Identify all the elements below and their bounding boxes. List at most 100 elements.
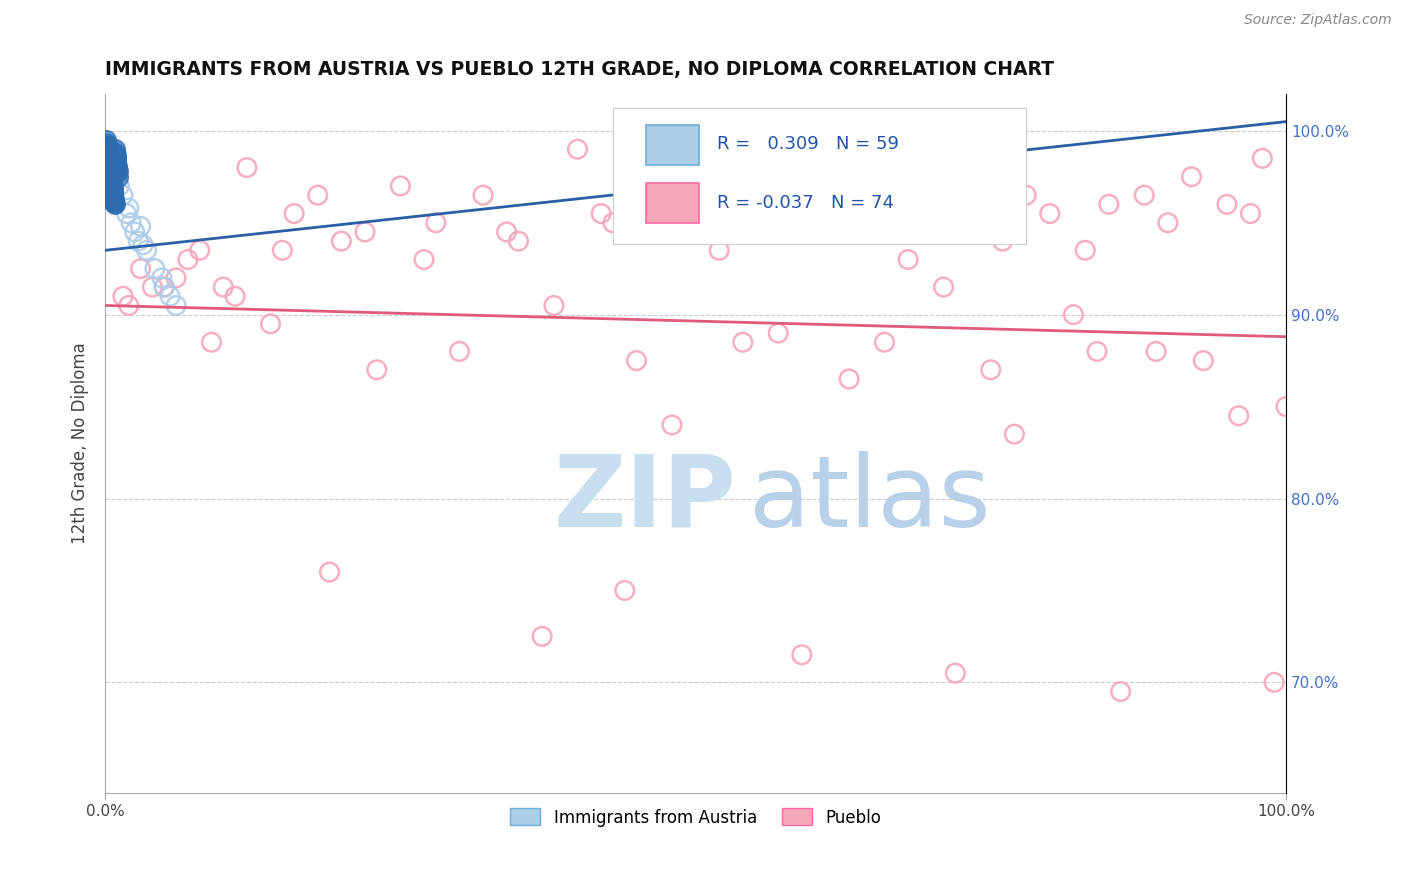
Point [354,225,377,239]
Point [165,298,187,312]
Point [508,234,530,248]
Point [873,335,896,350]
Point [103,188,125,202]
Point [495,225,517,239]
Point [543,298,565,312]
Point [115,206,138,220]
Point [97,142,120,156]
FancyBboxPatch shape [645,183,699,223]
Point [425,216,447,230]
Y-axis label: 12th Grade, No Diploma: 12th Grade, No Diploma [72,343,89,544]
Point [200,335,222,350]
Point [685,225,707,239]
Point [103,195,125,210]
Point [150,271,173,285]
Point [943,666,966,681]
Text: Source: ZipAtlas.com: Source: ZipAtlas.com [1244,13,1392,28]
Point [127,234,149,248]
Point [118,298,141,312]
Point [1062,308,1084,322]
Point [661,417,683,432]
Point [779,197,801,211]
FancyBboxPatch shape [613,108,1026,244]
Point [105,162,128,177]
Point [98,155,121,169]
Point [1098,197,1121,211]
Point [97,150,120,164]
Point [224,289,246,303]
Point [803,225,825,239]
Point [1002,427,1025,442]
Text: R = -0.037   N = 74: R = -0.037 N = 74 [717,194,894,212]
Point [768,326,790,340]
Point [104,197,127,211]
Point [105,159,128,173]
Point [96,133,118,147]
Point [100,173,122,187]
Point [111,188,134,202]
Point [744,206,766,220]
Point [104,147,127,161]
Point [97,152,120,166]
Point [177,252,200,267]
Text: IMMIGRANTS FROM AUSTRIA VS PUEBLO 12TH GRADE, NO DIPLOMA CORRELATION CHART: IMMIGRANTS FROM AUSTRIA VS PUEBLO 12TH G… [105,60,1054,78]
Point [271,244,294,258]
Point [1074,244,1097,258]
Point [1039,206,1062,220]
Point [1180,169,1202,184]
Point [709,244,731,258]
Point [107,164,129,178]
Point [1109,684,1132,698]
Point [105,153,128,168]
Point [613,583,636,598]
Point [100,175,122,189]
Point [132,237,155,252]
Point [1144,344,1167,359]
Text: atlas: atlas [749,450,990,548]
Point [143,261,166,276]
Point [104,145,127,160]
Point [188,244,211,258]
Point [98,157,121,171]
Point [661,152,683,166]
Point [472,188,495,202]
Point [159,289,181,303]
Point [153,280,176,294]
Point [449,344,471,359]
Point [101,177,124,191]
Point [212,280,235,294]
Point [283,206,305,220]
Point [98,159,121,173]
Point [980,363,1002,377]
Legend: Immigrants from Austria, Pueblo: Immigrants from Austria, Pueblo [503,802,887,833]
Point [104,152,127,166]
Point [100,164,122,178]
Point [111,289,134,303]
Point [1263,675,1285,690]
Point [1133,188,1156,202]
Point [790,648,813,662]
Point [827,197,849,211]
Point [1275,400,1298,414]
Point [318,565,340,579]
Point [389,178,412,193]
Point [1157,216,1180,230]
Point [956,216,979,230]
Point [602,216,624,230]
Point [96,138,118,153]
Point [101,178,124,193]
Point [98,161,121,175]
Point [120,216,142,230]
Point [165,271,187,285]
Point [118,201,141,215]
Point [129,219,152,234]
Point [567,142,589,156]
Point [1216,197,1239,211]
Point [1227,409,1250,423]
Point [1015,188,1038,202]
Point [97,145,120,160]
Text: R =   0.309   N = 59: R = 0.309 N = 59 [717,136,898,153]
Point [107,169,129,184]
Point [862,188,884,202]
Point [97,144,120,158]
